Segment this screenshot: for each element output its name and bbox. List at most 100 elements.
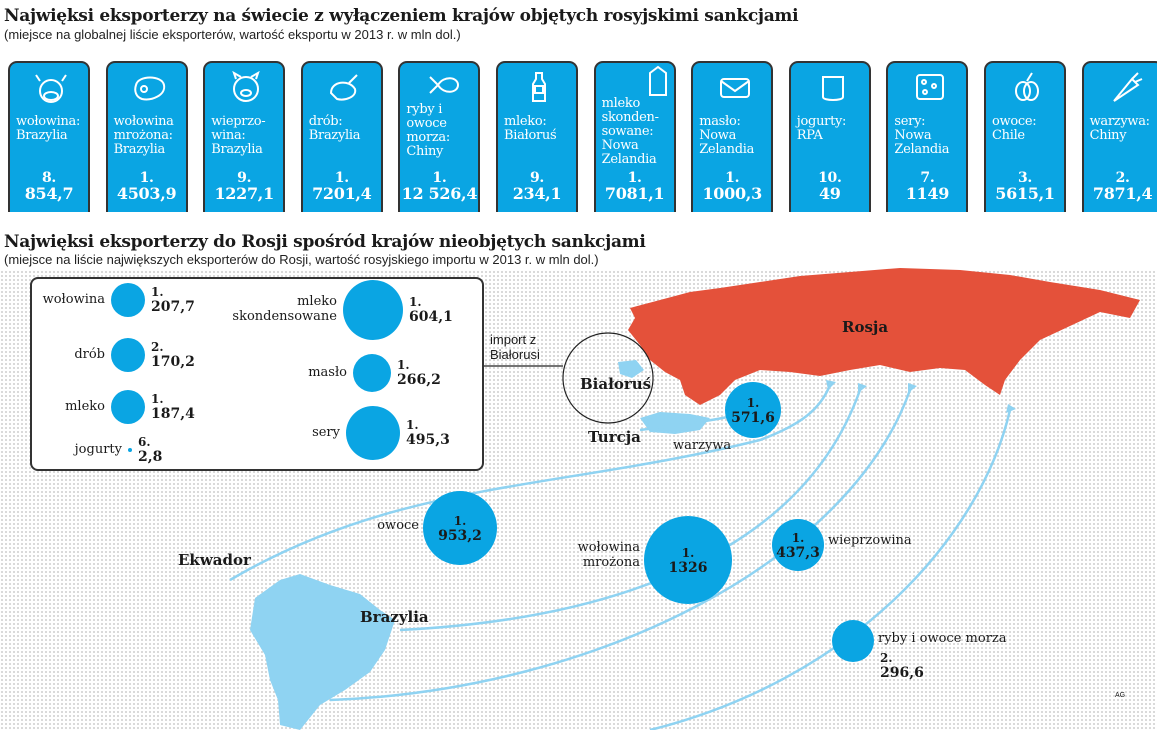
card-label: mleko: Białoruś xyxy=(504,114,557,143)
country-belarus: Białoruś xyxy=(580,375,652,393)
product-label: wołowina xyxy=(42,292,105,307)
country-brazil: Brazylia xyxy=(360,608,429,626)
milk-carton-icon xyxy=(648,65,667,96)
exporter-card: wieprzo-wina: Brazylia 9. 1227,1 xyxy=(203,61,286,212)
russia-shape xyxy=(628,268,1140,405)
flow-bubble xyxy=(772,519,824,571)
pig-icon xyxy=(232,71,260,102)
exporter-card: wołowina mrożona: Brazylia 1. 4503,9 xyxy=(105,61,188,212)
arrow-heads xyxy=(826,380,1016,413)
flow-label: warzywa xyxy=(673,438,732,453)
flow-value: 1. 1326 xyxy=(668,546,708,576)
flow-label: wołowina mrożona xyxy=(577,540,640,570)
card-value: 4503,9 xyxy=(116,184,177,203)
card-value: 1000,3 xyxy=(702,184,762,203)
credit: AG xyxy=(1115,692,1126,699)
card-label: owoce: Chile xyxy=(992,114,1037,143)
flow-label: ryby i owoce morza xyxy=(878,631,1007,646)
card-rank: 9. xyxy=(237,170,252,186)
product-label: mleko xyxy=(65,399,105,414)
plums-icon xyxy=(1015,72,1039,101)
flow-label: wieprzowina xyxy=(828,533,912,548)
card-label: masło: Nowa Zelandia xyxy=(699,114,755,157)
card-label: warzywa: Chiny xyxy=(1089,114,1150,143)
flow-label: owoce xyxy=(377,518,419,533)
card-rank: 1. xyxy=(334,170,349,186)
value-bubble xyxy=(111,390,145,424)
card-rank: 1. xyxy=(725,170,740,186)
value-bubble xyxy=(353,354,391,392)
exporter-card: jogurty: RPA 10. 49 xyxy=(788,61,871,212)
exporter-card: ryby i owoce morza: Chiny 1. 12 526,4 xyxy=(398,61,481,212)
carrot-icon xyxy=(1112,72,1142,102)
card-label: ryby i owoce morza: Chiny xyxy=(406,102,450,159)
flow-value: 1. 437,3 xyxy=(776,531,820,561)
product-label: mleko skondensowane xyxy=(232,294,337,324)
country-ecuador: Ekwador xyxy=(178,551,251,569)
rank-value: 1. 266,2 xyxy=(397,358,441,388)
card-value: 7081,1 xyxy=(604,184,665,203)
product-label: jogurty xyxy=(74,442,122,457)
rank-value: 1. 495,3 xyxy=(406,418,450,448)
card-rank: 10. xyxy=(818,170,842,186)
country-turkey: Turcja xyxy=(588,428,641,446)
trade-arrows xyxy=(229,384,1012,730)
rank-value: 6. 2,8 xyxy=(138,435,163,465)
card-rank: 9. xyxy=(529,170,544,186)
rank-value: 1. 207,7 xyxy=(151,285,195,315)
card-value: 234,1 xyxy=(512,184,562,203)
card-value: 5615,1 xyxy=(995,184,1055,203)
card-rank: 2. xyxy=(1115,170,1130,186)
exporter-card: owoce: Chile 3. 5615,1 xyxy=(984,61,1066,212)
card-rank: 8. xyxy=(41,170,56,186)
exporter-card: drób: Brazylia 1. 7201,4 xyxy=(300,61,383,212)
exporter-card: mleko: Białoruś 9. 234,1 xyxy=(496,61,578,212)
belarus-caption: import z Białorusi xyxy=(490,332,540,362)
section2-title: Najwięksi eksporterzy do Rosji spośród k… xyxy=(4,232,646,252)
card-rank: 3. xyxy=(1017,170,1032,186)
card-value: 854,7 xyxy=(24,184,74,203)
flow-bubble xyxy=(423,491,497,565)
card-value: 49 xyxy=(818,184,841,203)
card-label: wieprzo-wina: Brazylia xyxy=(211,114,266,157)
card-rank: 1. xyxy=(432,170,447,186)
exporter-card: sery: Nowa Zelandia 7. 1149 xyxy=(886,61,969,212)
country-russia: Rosja xyxy=(842,318,889,336)
card-value: 7201,4 xyxy=(312,184,372,203)
exporter-card: wołowina: Brazylia 8. 854,7 xyxy=(8,61,90,212)
exporter-card: warzywa: Chiny 2. 7871,4 xyxy=(1081,61,1157,212)
flow-bubble xyxy=(644,516,732,604)
exporter-card: masło: Nowa Zelandia 1. 1000,3 xyxy=(691,61,774,212)
exporter-card: mleko skonden-sowane: Nowa Zelandia 1. 7… xyxy=(593,61,676,212)
rank-value: 1. 187,4 xyxy=(151,392,195,422)
flow-value: 1. 953,2 xyxy=(438,514,482,544)
yogurt-icon xyxy=(821,76,844,101)
card-label: sery: Nowa Zelandia xyxy=(894,114,950,157)
card-value: 1149 xyxy=(905,184,950,203)
milk-bottle-icon xyxy=(532,72,546,102)
value-bubble xyxy=(128,448,132,452)
product-label: sery xyxy=(312,425,340,440)
value-bubble xyxy=(343,280,403,340)
brazil-shape xyxy=(250,574,395,730)
product-label: drób xyxy=(74,347,105,362)
belarus-magnifier-circle xyxy=(562,332,654,424)
cheese-icon xyxy=(916,74,945,100)
butter-icon xyxy=(720,78,751,98)
card-label: mleko skonden-sowane: Nowa Zelandia xyxy=(601,96,659,167)
flow-bubble xyxy=(725,382,781,438)
section1-subtitle: (miejsce na globalnej liście eksporterów… xyxy=(4,27,461,42)
product-label: masło xyxy=(308,365,347,380)
card-rank: 1. xyxy=(139,170,154,186)
card-label: wołowina mrożona: Brazylia xyxy=(113,114,174,157)
belarus-import-legend xyxy=(30,277,484,471)
value-bubble xyxy=(111,338,145,372)
rank-value: 1. 604,1 xyxy=(409,295,453,325)
card-rank: 1. xyxy=(627,170,642,186)
card-label: drób: Brazylia xyxy=(308,114,361,143)
fish-icon xyxy=(429,76,460,94)
cow-icon xyxy=(35,74,67,103)
rank-value: 2. 170,2 xyxy=(151,340,195,370)
card-label: jogurty: RPA xyxy=(796,114,847,143)
